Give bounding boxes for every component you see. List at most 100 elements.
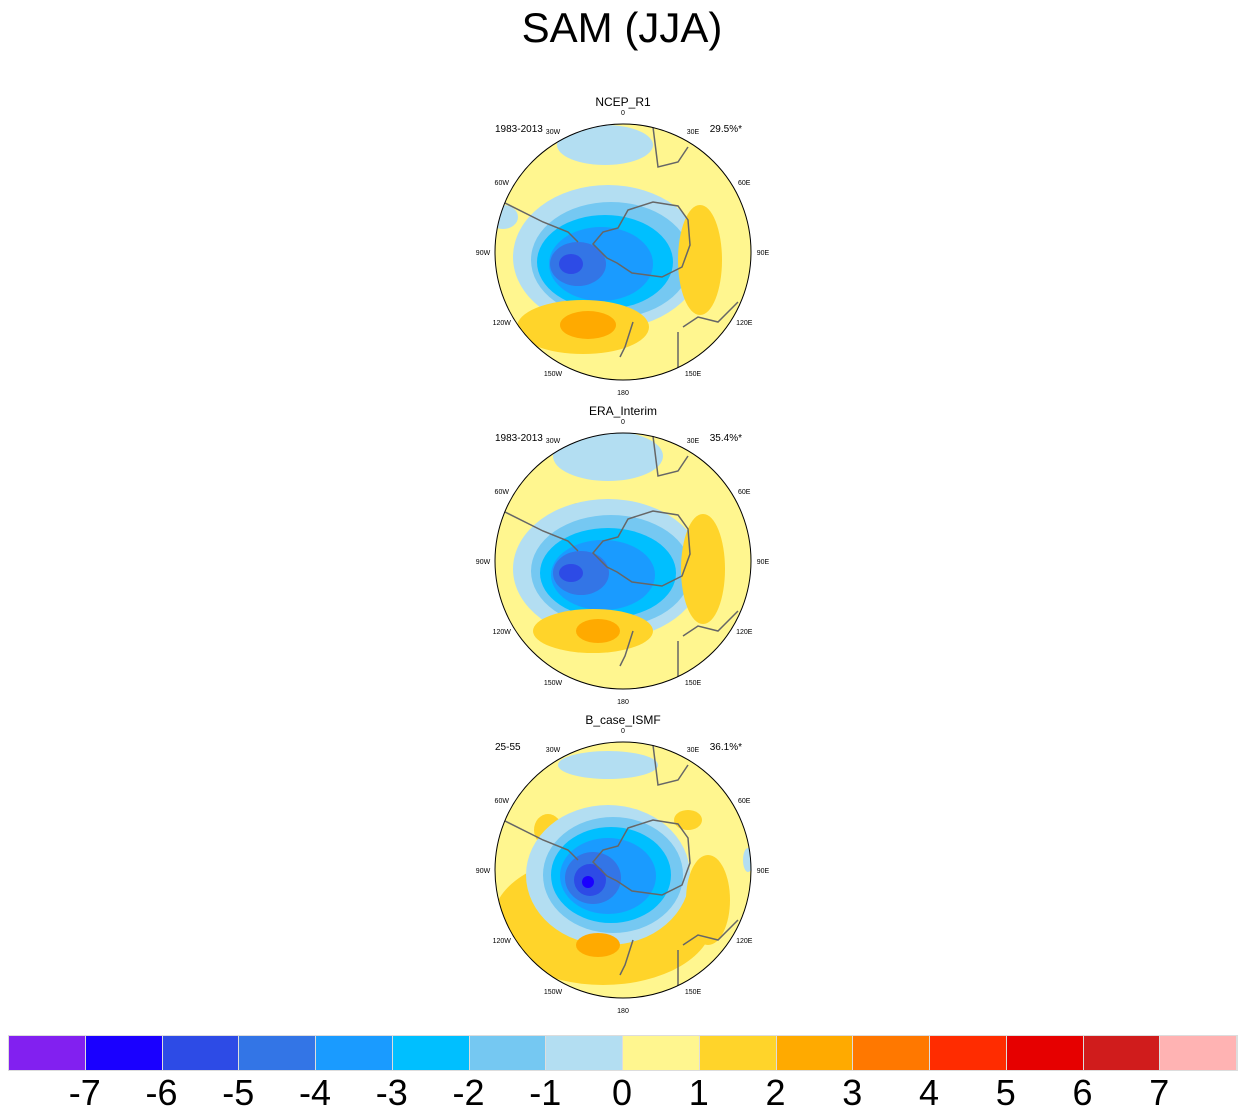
- longitude-label: 60E: [738, 798, 751, 805]
- longitude-label: 150E: [685, 680, 702, 687]
- colorbar: [8, 1035, 1238, 1071]
- longitude-label: 120E: [736, 629, 753, 636]
- colorbar-swatch: [930, 1036, 1007, 1070]
- longitude-label: 120E: [736, 320, 753, 327]
- contour-region: [674, 810, 702, 830]
- longitude-label: 120W: [493, 320, 512, 327]
- longitude-label: 30E: [687, 747, 700, 754]
- colorbar-swatch: [623, 1036, 700, 1070]
- colorbar-tick-label: -6: [145, 1072, 178, 1113]
- contour-region: [576, 933, 620, 957]
- longitude-label: 90W: [476, 250, 491, 257]
- colorbar-swatch: [853, 1036, 930, 1070]
- colorbar-tick-label: -7: [68, 1072, 101, 1113]
- longitude-label: 150W: [544, 680, 563, 687]
- coastline: [502, 126, 739, 378]
- contour-region: [558, 751, 658, 779]
- colorbar-swatch: [699, 1036, 777, 1070]
- longitude-label: 60E: [738, 489, 751, 496]
- longitude-label: 30W: [546, 747, 561, 754]
- colorbar-tick-label: 7: [1149, 1072, 1170, 1113]
- longitude-label: 180: [617, 1008, 629, 1015]
- contour-region: [743, 848, 751, 872]
- map-panel: NCEP_R1 1983-2013 29.5%* 0 30E 60E 90E 120E 150E…: [476, 95, 770, 397]
- coastline: [502, 744, 739, 996]
- contour-region: [576, 619, 620, 643]
- panel-title: B_case_ISMF: [585, 713, 660, 727]
- longitude-label: 0: [621, 110, 625, 117]
- longitude-label: 60E: [738, 180, 751, 187]
- map-border: [494, 741, 752, 999]
- colorbar-tick-label: 0: [611, 1072, 633, 1113]
- contour-region: [553, 433, 663, 481]
- longitude-label: 30W: [546, 438, 561, 445]
- longitude-label: 30E: [687, 438, 700, 445]
- colorbar-swatch: [316, 1036, 393, 1070]
- panel-title: ERA_Interim: [589, 404, 657, 418]
- longitude-label: 60W: [495, 180, 510, 187]
- longitude-label: 180: [617, 699, 629, 706]
- panel-period: 1983-2013: [495, 124, 543, 135]
- figure-title: SAM (JJA): [521, 4, 723, 51]
- colorbar-tick-label: -3: [375, 1072, 408, 1113]
- colorbar-swatch: [1083, 1036, 1161, 1070]
- contour-region: [582, 876, 594, 888]
- colorbar-swatch: [776, 1036, 854, 1070]
- longitude-label: 150W: [544, 989, 563, 996]
- longitude-label: 30E: [687, 129, 700, 136]
- longitude-label: 90W: [476, 559, 491, 566]
- panel-title: NCEP_R1: [595, 95, 651, 109]
- longitude-label: 90W: [476, 868, 491, 875]
- contour-region: [686, 855, 730, 945]
- colorbar-tick-label: 5: [995, 1072, 1016, 1113]
- longitude-label: 120E: [736, 938, 753, 945]
- colorbar-swatch: [1006, 1036, 1084, 1070]
- colorbar-swatch: [392, 1036, 470, 1070]
- map-border: [494, 432, 752, 690]
- colorbar-tick-label: 4: [918, 1072, 940, 1113]
- longitude-label: 30W: [546, 129, 561, 136]
- colorbar-swatch: [162, 1036, 240, 1070]
- longitude-label: 180: [617, 390, 629, 397]
- longitude-label: 60W: [495, 489, 510, 496]
- longitude-label: 150W: [544, 371, 563, 378]
- panel-variance: 35.4%*: [710, 433, 742, 444]
- colorbar-tick-label: -5: [222, 1072, 255, 1113]
- map-panel: B_case_ISMF 25-55 36.1%* 0 30E 60E 90E 120E 150E…: [476, 713, 770, 1015]
- contour-region: [559, 254, 583, 274]
- colorbar-swatch: [1160, 1036, 1237, 1070]
- contour-region: [560, 311, 616, 339]
- colorbar-swatch: [239, 1036, 316, 1070]
- colorbar-tick-label: 2: [765, 1072, 786, 1113]
- longitude-label: 0: [621, 419, 625, 426]
- contour-region: [681, 514, 725, 624]
- panel-period: 1983-2013: [495, 433, 543, 444]
- colorbar-tick-label: 6: [1072, 1072, 1093, 1113]
- colorbar-swatch: [546, 1036, 623, 1070]
- longitude-label: 90E: [757, 559, 770, 566]
- panel-variance: 36.1%*: [710, 742, 742, 753]
- colorbar-tick-label: -4: [298, 1072, 332, 1113]
- map-panels: NCEP_R1 1983-2013 29.5%* 0 30E 60E 90E 120E 150E…: [476, 95, 770, 1015]
- contour-region: [557, 125, 653, 165]
- colorbar-tick-label: -2: [452, 1072, 485, 1113]
- colorbar-tick-label: -1: [529, 1072, 562, 1113]
- longitude-label: 150E: [685, 989, 702, 996]
- colorbar-tick-label: 1: [688, 1072, 709, 1113]
- longitude-label: 150E: [685, 371, 702, 378]
- longitude-label: 60W: [495, 798, 510, 805]
- longitude-label: 90E: [757, 250, 770, 257]
- colorbar-ticks: -7 -6 -5 -4 -3 -2 -1 0 1 2 3 4 5 6 7: [8, 1072, 1236, 1113]
- panel-period: 25-55: [495, 742, 521, 753]
- longitude-label: 0: [621, 728, 625, 735]
- map-border: [494, 123, 752, 381]
- coastline: [502, 435, 739, 687]
- contour-region: [559, 564, 583, 582]
- colorbar-swatch: [469, 1036, 547, 1070]
- colorbar-swatch: [9, 1036, 86, 1070]
- map-panel: ERA_Interim 1983-2013 35.4%* 0 30E 60E 90E 120E…: [476, 404, 770, 706]
- colorbar-tick-label: 3: [842, 1072, 863, 1113]
- panel-variance: 29.5%*: [710, 124, 742, 135]
- longitude-label: 120W: [493, 629, 512, 636]
- longitude-label: 90E: [757, 868, 770, 875]
